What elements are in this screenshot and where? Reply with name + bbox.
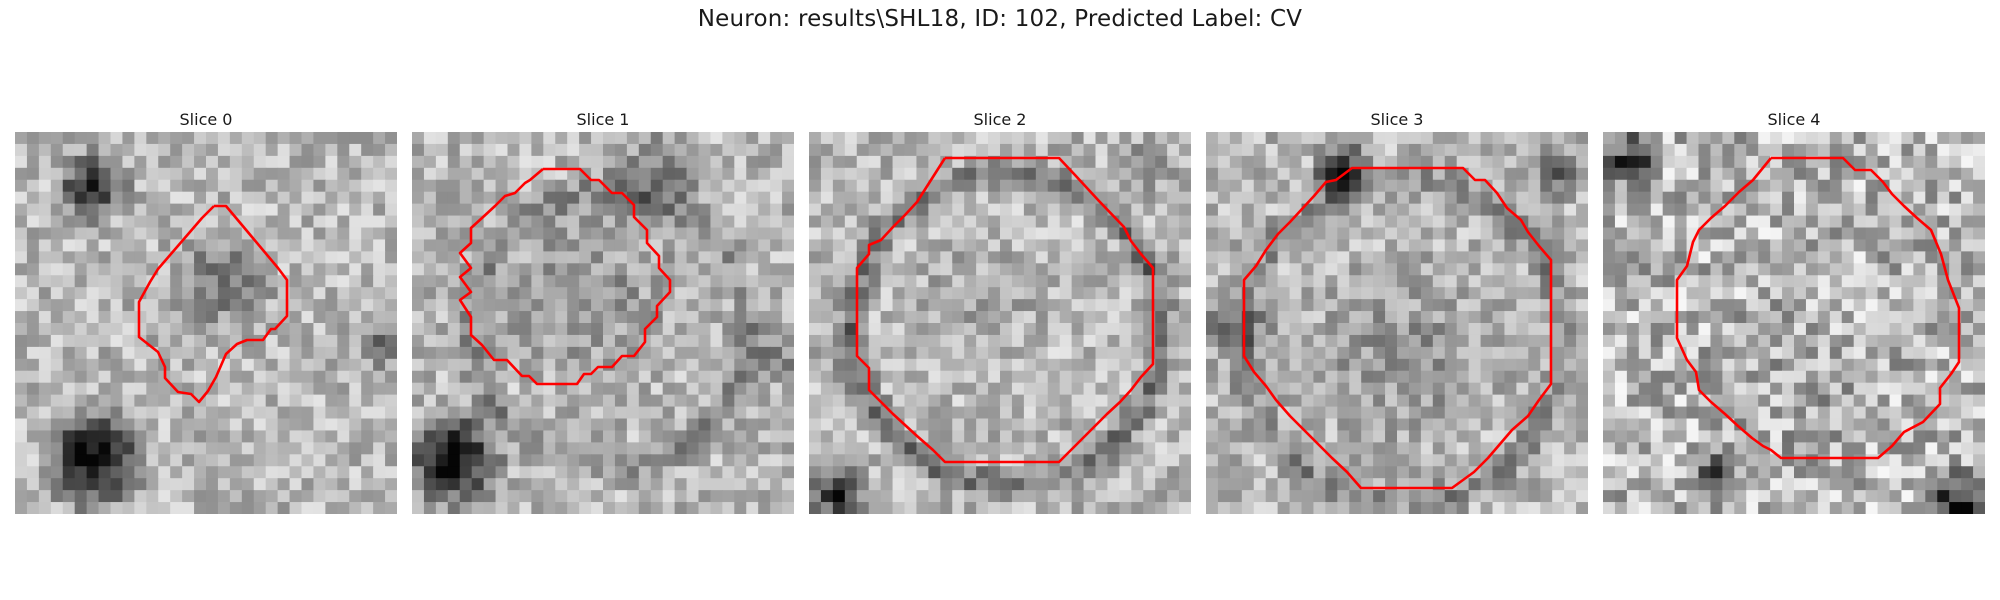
grayscale-tiles-1 <box>412 132 794 514</box>
slice-panel-4: Slice 4 <box>1603 108 1985 514</box>
grayscale-tiles-2 <box>809 132 1191 514</box>
contour-3 <box>1242 166 1553 490</box>
grayscale-tiles-0 <box>15 132 397 514</box>
slice-image-4 <box>1603 132 1985 514</box>
figure-title: Neuron: results\SHL18, ID: 102, Predicte… <box>697 6 1303 32</box>
grayscale-tiles-4 <box>1603 132 1985 514</box>
contour-0 <box>137 204 289 404</box>
slice-image-0 <box>15 132 397 514</box>
slice-panel-1: Slice 1 <box>412 108 794 514</box>
slice-image-2 <box>809 132 1191 514</box>
grayscale-tiles-3 <box>1206 132 1588 514</box>
slice-panel-0: Slice 0 <box>15 108 397 514</box>
slice-panel-3: Slice 3 <box>1206 108 1588 514</box>
slice-title-1: Slice 1 <box>576 110 630 129</box>
slice-image-1 <box>412 132 794 514</box>
contour-4 <box>1675 156 1961 460</box>
slice-panel-2: Slice 2 <box>809 108 1191 514</box>
slice-title-2: Slice 2 <box>973 110 1027 129</box>
contour-2 <box>855 156 1155 464</box>
slice-title-0: Slice 0 <box>179 110 233 129</box>
contour-1 <box>458 167 672 386</box>
slice-title-4: Slice 4 <box>1767 110 1821 129</box>
slice-image-3 <box>1206 132 1588 514</box>
slice-title-3: Slice 3 <box>1370 110 1424 129</box>
